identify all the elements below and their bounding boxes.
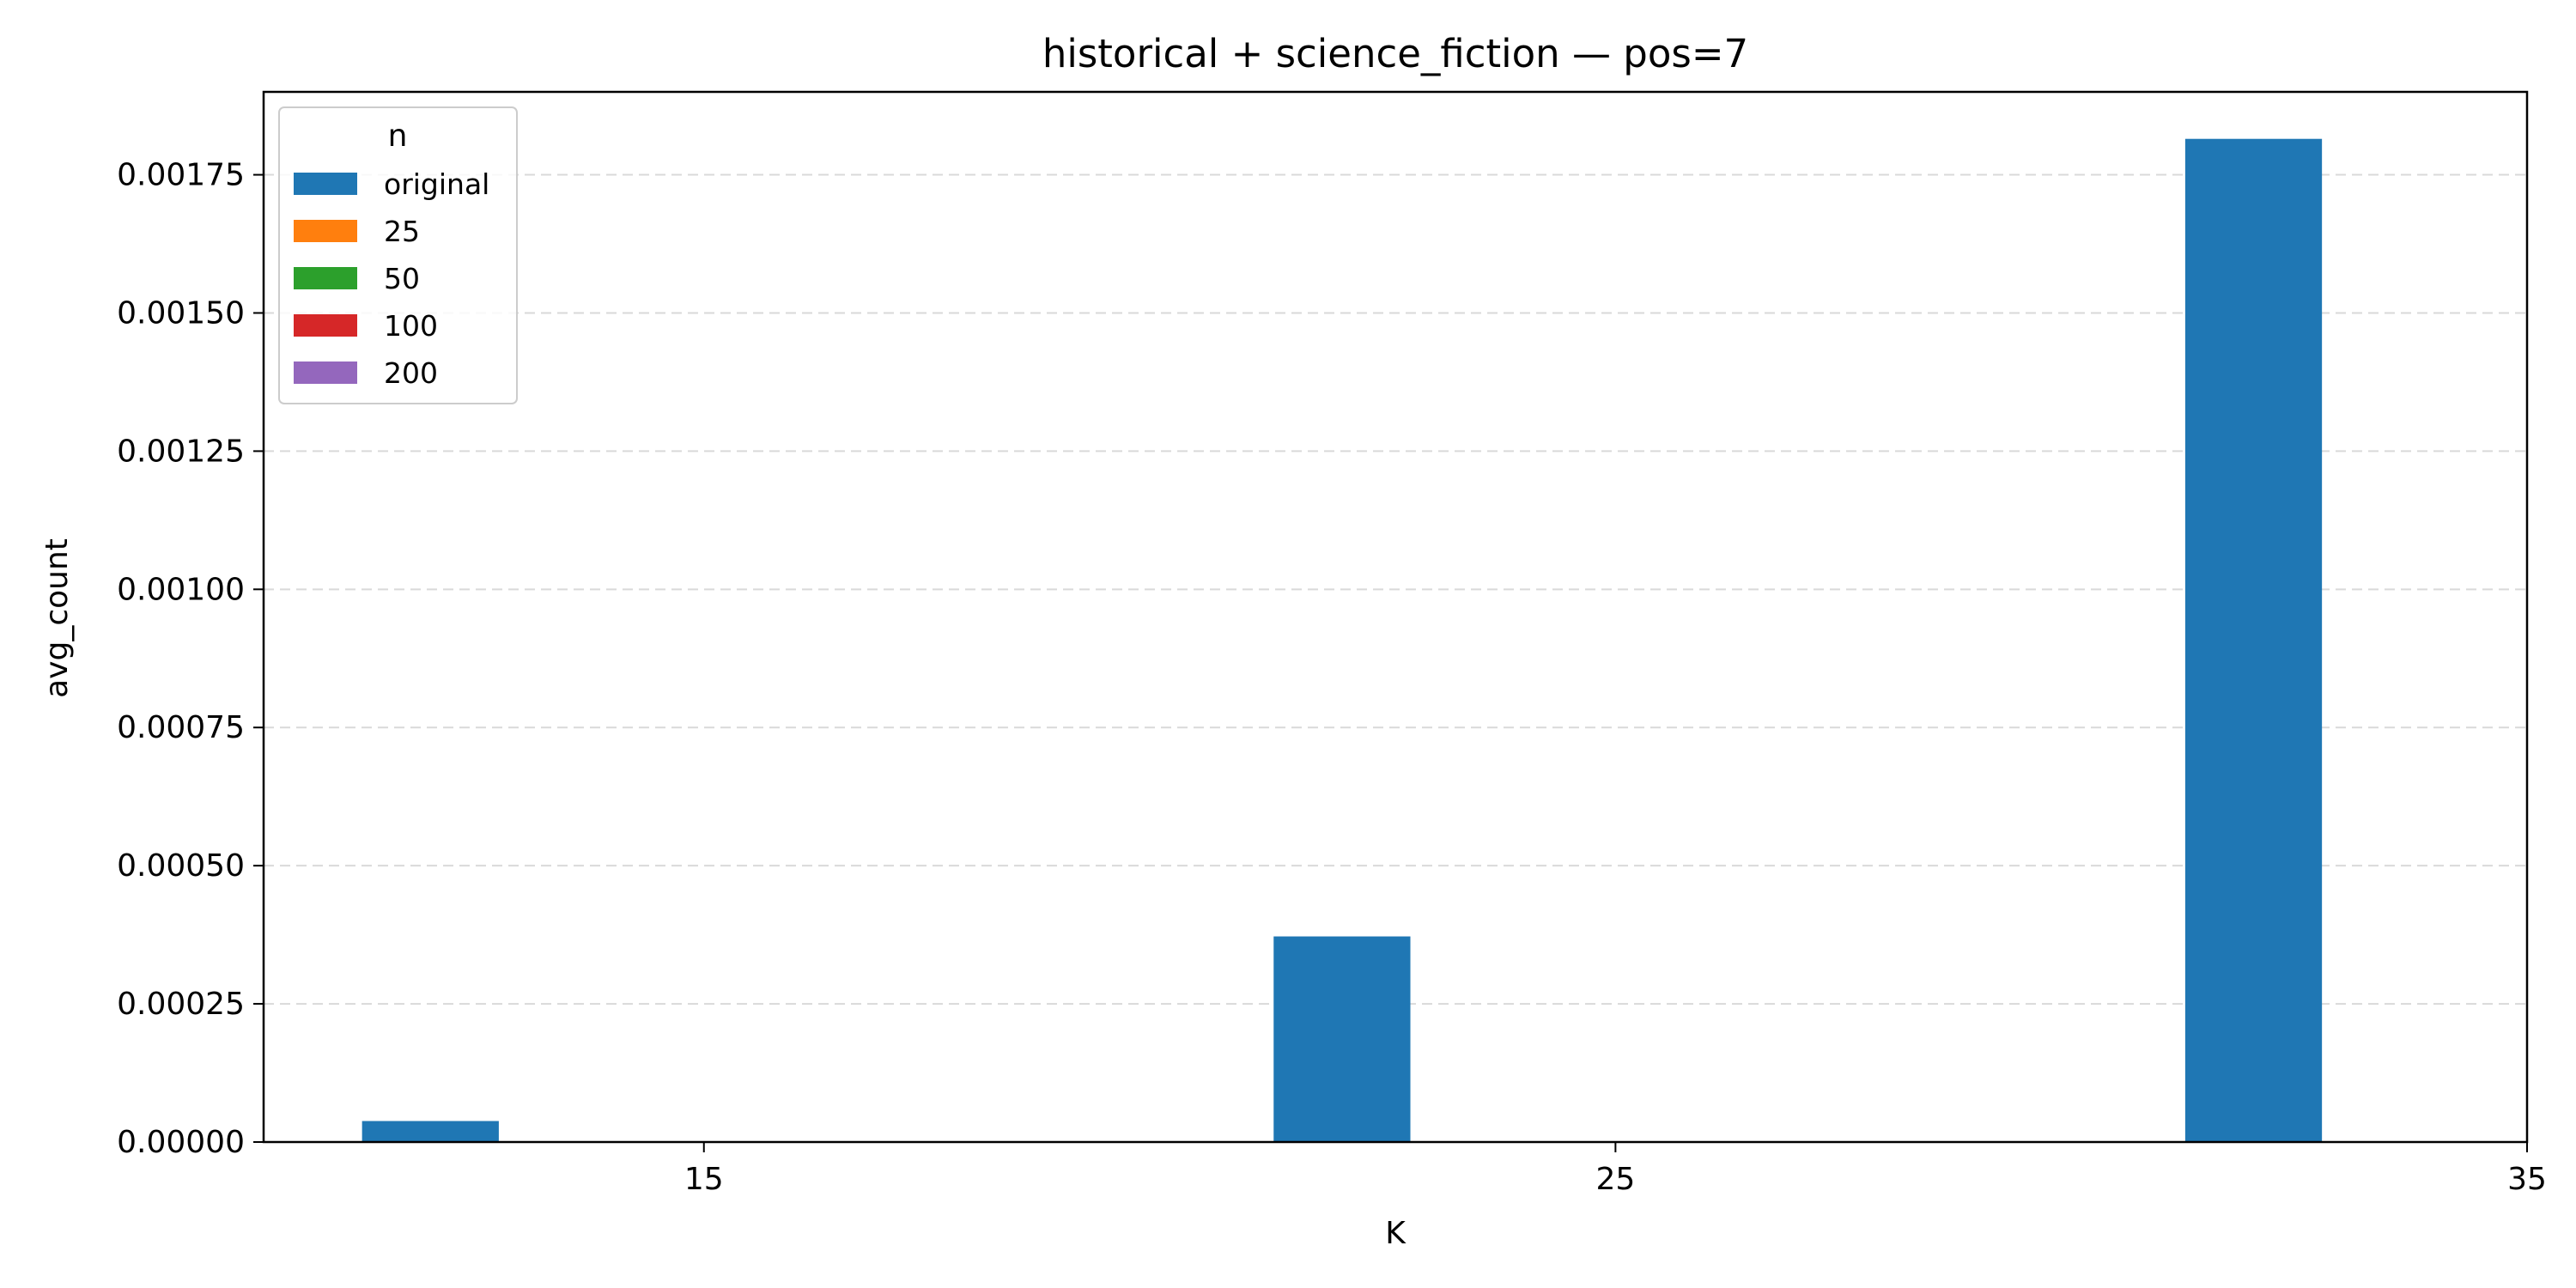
- legend-label-25: 25: [384, 215, 420, 248]
- x-axis-label: K: [1385, 1216, 1406, 1251]
- bar-original-12: [361, 1121, 499, 1142]
- legend-swatch-200: [294, 361, 357, 384]
- y-tick-label: 0.00075: [117, 710, 245, 745]
- y-tick-label: 0.00050: [117, 848, 245, 884]
- y-tick-label: 0.00175: [117, 158, 245, 193]
- legend-entries: original 25 50 100 200: [294, 167, 489, 390]
- y-axis: 0.00000 0.00025 0.00050 0.00075 0.00100 0.001…: [117, 158, 264, 1160]
- y-tick-label: 0.00000: [117, 1125, 245, 1160]
- bar-original-32: [2184, 138, 2323, 1143]
- plot-frame: [262, 90, 2529, 1144]
- bars: [361, 138, 2323, 1143]
- legend: n original 25 50 100 200: [278, 106, 518, 404]
- y-axis-label: avg_count: [39, 538, 75, 698]
- legend-label-50: 50: [384, 262, 420, 295]
- legend-label-200: 200: [384, 356, 438, 390]
- legend-swatch-50: [294, 267, 357, 289]
- legend-label-100: 100: [384, 309, 438, 343]
- y-tick-label: 0.00025: [117, 987, 245, 1022]
- grid-lines: [264, 173, 2527, 1005]
- legend-label-original: original: [384, 167, 489, 201]
- chart-title: historical + science_fiction — pos=7: [1042, 31, 1748, 76]
- x-tick-label: 25: [1595, 1162, 1635, 1197]
- legend-swatch-original: [294, 173, 357, 195]
- y-tick-label: 0.00150: [117, 295, 245, 331]
- x-tick-label: 15: [684, 1162, 724, 1197]
- bar-original-22: [1273, 936, 1411, 1142]
- x-axis: 15 25 35: [684, 1142, 2547, 1197]
- x-tick-label: 35: [2507, 1162, 2547, 1197]
- legend-title: n: [388, 118, 408, 154]
- legend-swatch-100: [294, 314, 357, 337]
- y-tick-label: 0.00100: [117, 572, 245, 607]
- legend-swatch-25: [294, 220, 357, 242]
- y-tick-label: 0.00125: [117, 434, 245, 469]
